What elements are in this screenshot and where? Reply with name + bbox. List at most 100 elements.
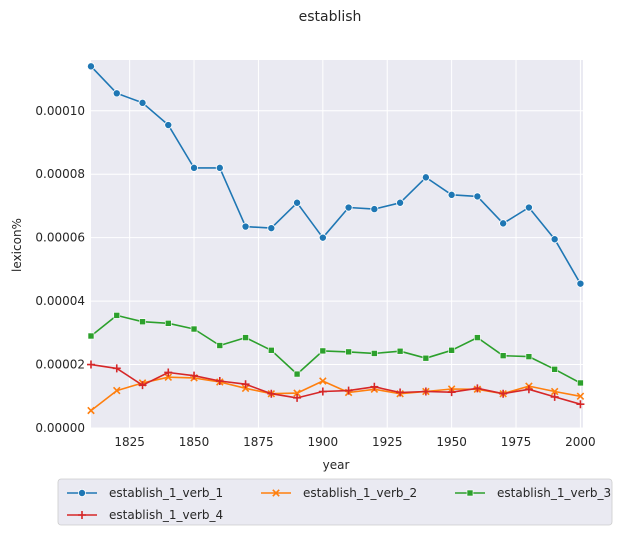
data-point [422, 354, 430, 362]
data-point [319, 377, 327, 385]
data-point [241, 384, 250, 393]
data-point [215, 377, 224, 386]
x-axis-label: year [323, 458, 350, 472]
x-tick-label: 1900 [308, 435, 339, 449]
data-point [87, 332, 95, 340]
data-point [267, 389, 276, 398]
data-point [344, 203, 353, 212]
data-point [138, 381, 147, 390]
data-point [448, 346, 455, 354]
data-point [344, 386, 353, 395]
data-point [164, 320, 172, 327]
legend-item: establish_1_verb_2 [261, 486, 417, 500]
data-point [164, 373, 173, 382]
legend-label: establish_1_verb_1 [109, 486, 223, 500]
data-point [474, 334, 481, 341]
legend-item: establish_1_verb_4 [67, 508, 223, 522]
data-point [551, 366, 558, 373]
data-point [576, 400, 585, 409]
series-establish_1_verb_1 [87, 62, 585, 288]
data-point [112, 364, 121, 373]
data-point [293, 370, 301, 378]
data-point [577, 379, 584, 387]
data-point [216, 342, 224, 349]
y-axis-ticks: 0.00000 0.00002 0.00004 0.00006 0.00008 0.000… [35, 104, 85, 435]
data-point [473, 192, 482, 201]
y-tick-label: 0.00008 [35, 167, 85, 181]
data-point [112, 386, 121, 395]
legend-marker [466, 489, 474, 497]
data-point [447, 190, 456, 199]
data-point [345, 348, 352, 356]
series-line [90, 65, 582, 285]
data-point [576, 279, 585, 288]
legend-item: establish_1_verb_3 [455, 486, 611, 500]
y-tick-label: 0.00004 [35, 294, 85, 308]
data-point [550, 392, 559, 401]
legend-label: establish_1_verb_2 [303, 486, 417, 500]
data-point [190, 325, 198, 333]
x-tick-label: 1925 [372, 435, 403, 449]
data-point [241, 222, 250, 231]
series-establish_1_verb_3 [87, 312, 584, 387]
x-tick-label: 2000 [565, 435, 596, 449]
data-point [550, 387, 559, 396]
data-point [190, 371, 199, 380]
x-tick-label: 1875 [243, 435, 274, 449]
y-tick-label: 0.00010 [35, 104, 85, 118]
data-point [87, 360, 95, 369]
legend-marker [272, 489, 280, 497]
legend-label: establish_1_verb_4 [109, 508, 223, 522]
data-point [370, 382, 379, 391]
data-point [396, 347, 404, 355]
data-point [524, 385, 533, 394]
chart-title: establish [299, 9, 362, 25]
data-point [112, 89, 121, 98]
data-point [87, 62, 96, 71]
y-tick-label: 0.00002 [35, 358, 85, 372]
data-point [525, 353, 533, 360]
data-point [421, 173, 430, 182]
data-point [190, 163, 199, 172]
data-point [421, 387, 430, 396]
data-point [576, 392, 585, 401]
y-axis-label: lexicon% [10, 218, 24, 272]
data-point [241, 380, 250, 389]
legend-item: establish_1_verb_1 [67, 486, 223, 500]
plot-area [91, 60, 583, 428]
series-line [90, 363, 581, 405]
data-point [396, 198, 405, 207]
data-point [164, 121, 173, 130]
data-point [318, 233, 327, 242]
data-point [524, 203, 533, 212]
data-point [113, 312, 121, 319]
data-point [447, 388, 456, 397]
legend-label: establish_1_verb_3 [497, 486, 611, 500]
data-point [318, 387, 327, 396]
legend-frame [57, 478, 613, 526]
data-point [138, 98, 147, 107]
data-point [499, 219, 508, 228]
data-point [499, 389, 508, 398]
data-point [396, 388, 405, 397]
data-point [473, 384, 482, 393]
legend-marker [78, 488, 87, 497]
x-tick-label: 1975 [501, 435, 532, 449]
data-point [242, 334, 249, 341]
data-point [319, 347, 327, 355]
data-point [370, 205, 379, 214]
data-point [293, 389, 301, 397]
x-tick-label: 1850 [179, 435, 210, 449]
data-point [293, 198, 302, 207]
data-point [87, 406, 95, 415]
legend-marker [78, 511, 86, 519]
y-tick-label: 0.00000 [35, 421, 85, 435]
data-point [164, 368, 173, 377]
y-tick-label: 0.00006 [35, 231, 85, 245]
data-point [139, 318, 146, 326]
series-establish_1_verb_4 [87, 360, 585, 409]
data-point [215, 163, 224, 172]
data-point [267, 224, 276, 233]
data-point [371, 350, 378, 357]
